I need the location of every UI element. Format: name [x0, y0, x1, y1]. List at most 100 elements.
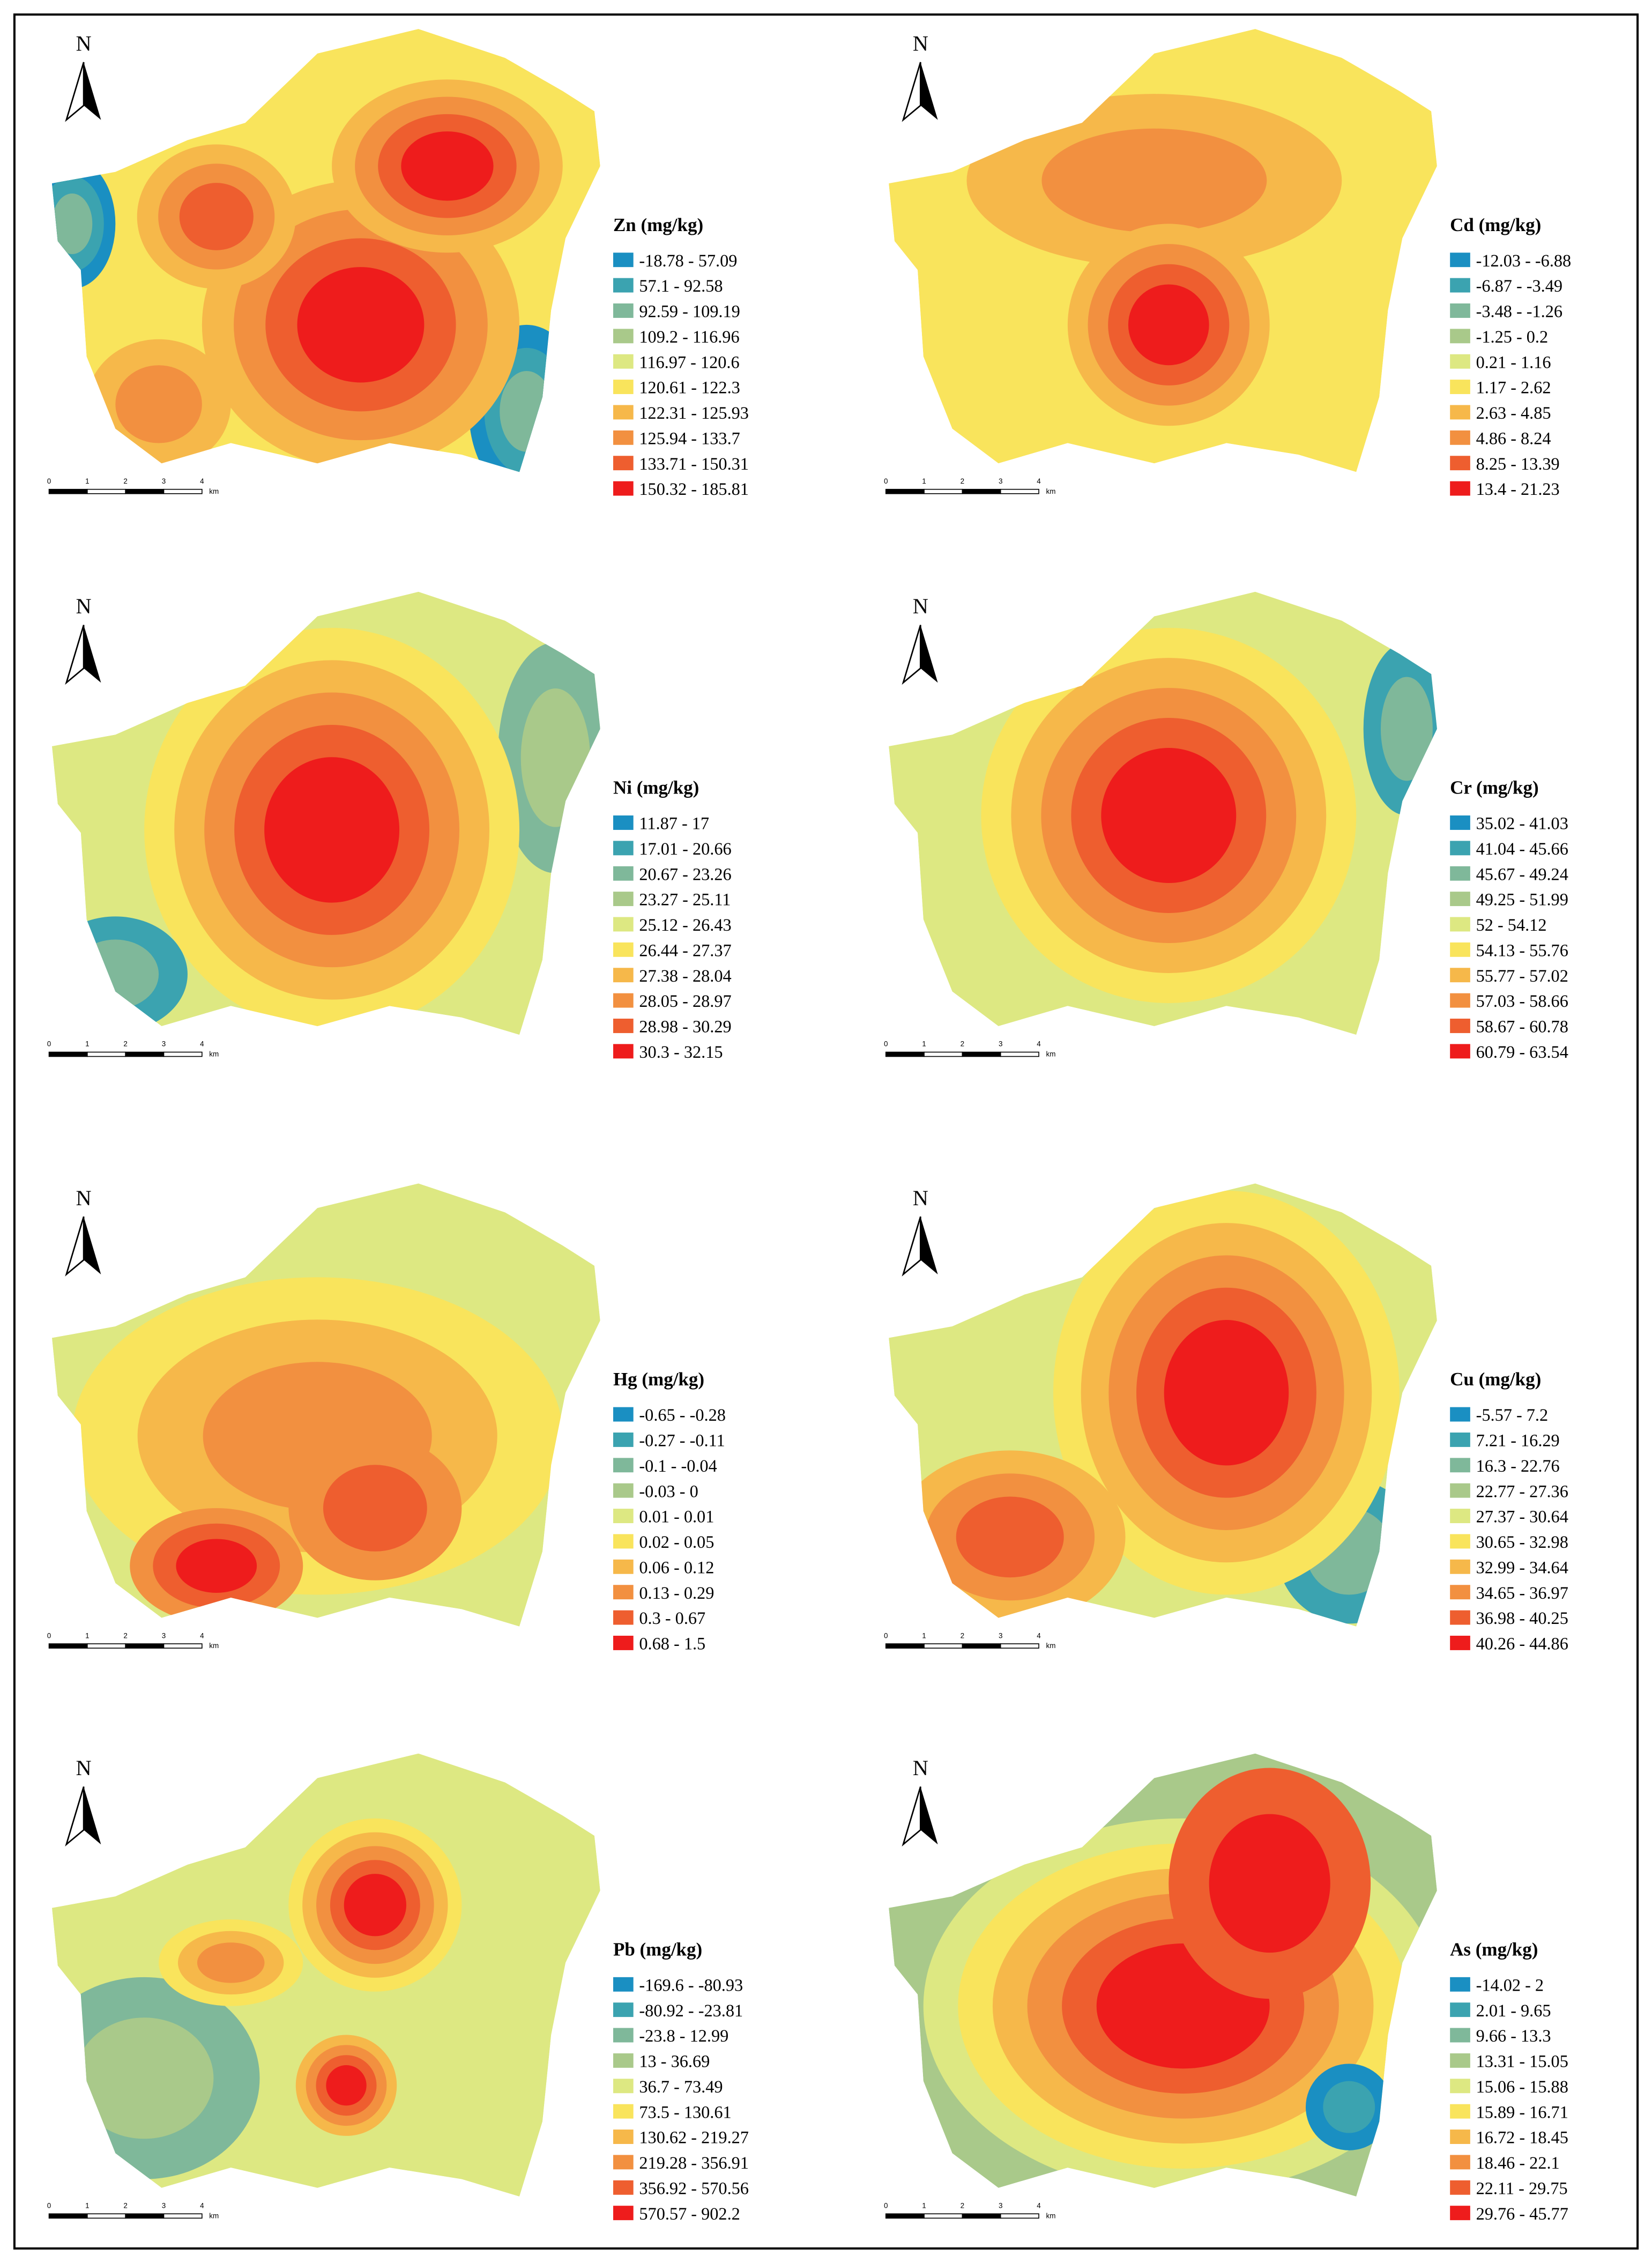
- scale-label: 4: [200, 2202, 204, 2210]
- legend-label: -0.03 - 0: [639, 1481, 698, 1501]
- scale-bar: [885, 1643, 925, 1649]
- legend-swatch: [613, 380, 634, 395]
- scale-label: 1: [922, 1040, 926, 1048]
- scale-bar: [962, 488, 1001, 494]
- legend-label: 130.62 - 219.27: [639, 2128, 749, 2147]
- legend-label: 15.89 - 16.71: [1476, 2102, 1568, 2121]
- legend-swatch: [613, 942, 634, 957]
- legend-swatch: [1450, 917, 1470, 932]
- legend-label: -1.25 - 0.2: [1476, 327, 1549, 346]
- scale-bar: [87, 1643, 126, 1649]
- map-zone: [1164, 1320, 1289, 1466]
- map-zone: [1041, 128, 1267, 233]
- map-zone: [344, 1874, 406, 1936]
- scale-bar: [163, 1643, 203, 1649]
- map-zone: [1323, 2081, 1375, 2133]
- legend-label: 11.87 - 17: [639, 814, 709, 833]
- legend-swatch: [613, 456, 634, 471]
- legend-swatch: [1450, 1432, 1470, 1447]
- legend-label: 0.06 - 0.12: [639, 1557, 714, 1577]
- scale-bar: [125, 488, 165, 494]
- scale-bar: [1000, 1643, 1039, 1649]
- legend-swatch: [613, 1432, 634, 1447]
- legend-swatch: [613, 866, 634, 881]
- legend-swatch: [1450, 1585, 1470, 1600]
- legend-swatch: [1450, 380, 1470, 395]
- map-zone: [176, 1539, 257, 1593]
- map-zone: [1209, 1814, 1330, 1953]
- legend-label: 150.32 - 185.81: [639, 479, 749, 499]
- map-panel: N 0 1 2 3 4 km Ni (mg/kg) 11.87 - 17 17.01 - 20.6…: [47, 591, 732, 1062]
- legend-swatch: [1450, 1483, 1470, 1498]
- legend-label: 0.13 - 0.29: [639, 1583, 714, 1602]
- legend-swatch: [1450, 993, 1470, 1008]
- legend-label: -0.1 - -0.04: [639, 1456, 717, 1475]
- scale-bar: [885, 488, 925, 494]
- legend-title: Zn (mg/kg): [613, 214, 703, 235]
- scale-bar: [48, 1051, 88, 1057]
- legend-label: -18.78 - 57.09: [639, 251, 737, 270]
- scale-bar: [125, 2213, 165, 2219]
- legend-swatch: [613, 278, 634, 293]
- legend-swatch: [613, 815, 634, 830]
- legend-swatch: [1450, 841, 1470, 856]
- scale-bar: [924, 488, 963, 494]
- scale-bar: [163, 1051, 203, 1057]
- legend-swatch: [1450, 2079, 1470, 2094]
- legend-swatch: [613, 481, 634, 496]
- legend-swatch: [613, 2180, 634, 2195]
- legend-label: 0.68 - 1.5: [639, 1634, 705, 1653]
- legend-swatch: [613, 1458, 634, 1473]
- legend-swatch: [1450, 253, 1470, 268]
- legend-swatch: [613, 303, 634, 318]
- legend-label: 122.31 - 125.93: [639, 403, 749, 422]
- map-zone: [323, 1465, 427, 1552]
- north-label: N: [76, 1756, 92, 1780]
- map-zone: [75, 2017, 214, 2139]
- map-zone: [1128, 284, 1209, 366]
- legend-label: 27.38 - 28.04: [639, 966, 731, 985]
- scale-bar: [163, 2213, 203, 2219]
- legend-label: 0.02 - 0.05: [639, 1532, 714, 1552]
- scale-label: 1: [922, 1631, 926, 1639]
- scale-bar: [163, 488, 203, 494]
- legend-swatch: [1450, 430, 1470, 445]
- legend-label: 45.67 - 49.24: [1476, 864, 1568, 884]
- scale-bar: [48, 1643, 88, 1649]
- scale-label: 0: [884, 477, 888, 485]
- north-arrow: [920, 625, 938, 683]
- legend-label: 26.44 - 27.37: [639, 940, 731, 960]
- map-panel: N 0 1 2 3 4 km Hg (mg/kg) -0.65 - -0.28 -0.27 - -…: [47, 1183, 726, 1653]
- scale-label: 1: [922, 2202, 926, 2210]
- map: [51, 591, 600, 1035]
- scale-label: km: [209, 1050, 219, 1058]
- legend-label: 60.79 - 63.54: [1476, 1042, 1568, 1062]
- legend-label: -12.03 - -6.88: [1476, 251, 1572, 270]
- map-panel: N 0 1 2 3 4 km As (mg/kg) -14.02 - 2 2.01 - 9.65 9…: [884, 1753, 1568, 2223]
- legend-swatch: [1450, 456, 1470, 471]
- legend-swatch: [613, 2155, 634, 2170]
- north-label: N: [76, 31, 92, 55]
- legend-swatch: [1450, 1458, 1470, 1473]
- scale-label: 3: [999, 477, 1002, 485]
- legend-swatch: [1450, 2053, 1470, 2068]
- legend-swatch: [1450, 866, 1470, 881]
- legend-label: 36.98 - 40.25: [1476, 1608, 1568, 1628]
- map-zone: [401, 131, 494, 201]
- scale-label: 1: [85, 2202, 89, 2210]
- legend-label: 28.05 - 28.97: [639, 991, 731, 1011]
- scale-bar: [87, 488, 126, 494]
- scale-bar: [48, 2213, 88, 2219]
- legend-swatch: [613, 1044, 634, 1059]
- map-zone: [956, 1496, 1064, 1578]
- legend-label: 16.3 - 22.76: [1476, 1456, 1560, 1475]
- legend-label: 9.66 - 13.3: [1476, 2026, 1551, 2045]
- north-label: N: [76, 594, 92, 618]
- map-panel: N 0 1 2 3 4 km Cu (mg/kg) -5.57 - 7.2 7.21 - 16.2…: [884, 1183, 1568, 1653]
- scale-label: 2: [961, 1631, 964, 1639]
- scale-bar: [962, 2213, 1001, 2219]
- legend-swatch: [1450, 815, 1470, 830]
- legend-label: 8.25 - 13.39: [1476, 454, 1560, 473]
- legend-title: Hg (mg/kg): [613, 1369, 704, 1390]
